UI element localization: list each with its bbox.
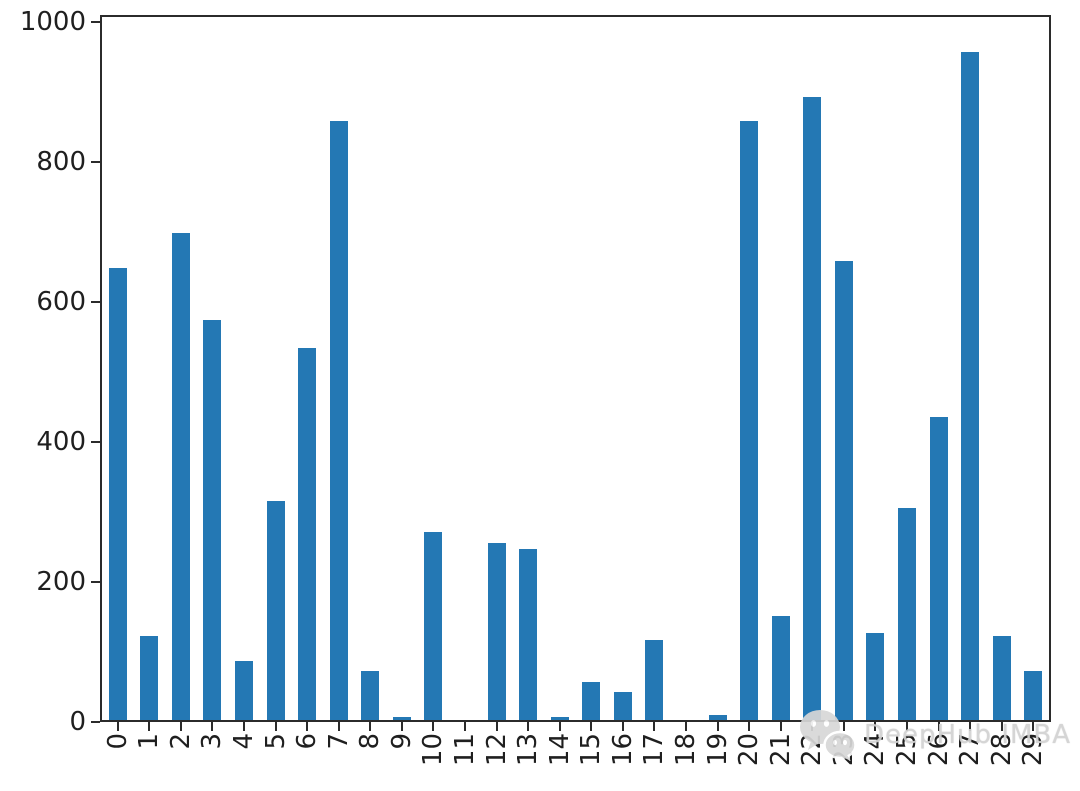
bar-4 (235, 660, 254, 720)
y-tick-mark-1000 (91, 21, 100, 23)
x-tick-mark-5 (274, 722, 277, 731)
bar-19 (708, 715, 727, 720)
bar-29 (1024, 671, 1043, 720)
bar-28 (992, 636, 1011, 720)
x-tick-mark-8 (369, 722, 372, 731)
plot-area (100, 15, 1051, 722)
bar-12 (487, 542, 506, 720)
x-tick-label-12: 12 (481, 733, 512, 767)
bar-21 (771, 615, 790, 720)
bar-2 (171, 232, 190, 720)
x-tick-mark-9 (400, 722, 403, 731)
bar-9 (392, 716, 411, 720)
bar-27 (961, 51, 980, 720)
bar-25 (897, 507, 916, 720)
y-tick-mark-0 (91, 721, 100, 723)
bar-5 (266, 500, 285, 720)
bar-10 (424, 532, 443, 720)
x-tick-mark-15 (590, 722, 593, 731)
y-tick-label-600: 600 (36, 287, 86, 317)
x-tick-label-6: 6 (292, 733, 323, 750)
bar-3 (203, 319, 222, 720)
x-tick-mark-4 (243, 722, 246, 731)
x-tick-mark-13 (527, 722, 530, 731)
bar-7 (329, 121, 348, 720)
x-tick-mark-1 (148, 722, 151, 731)
x-tick-label-1: 1 (134, 733, 165, 750)
x-tick-label-5: 5 (260, 733, 291, 750)
wechat-icon (800, 710, 856, 761)
x-tick-label-2: 2 (165, 733, 196, 750)
bar-16 (613, 692, 632, 720)
x-tick-mark-12 (495, 722, 498, 731)
x-tick-mark-16 (621, 722, 624, 731)
bar-14 (550, 716, 569, 720)
x-tick-label-10: 10 (418, 733, 449, 767)
x-tick-mark-3 (211, 722, 214, 731)
x-tick-mark-10 (432, 722, 435, 731)
bar-24 (866, 633, 885, 720)
x-tick-mark-11 (464, 722, 467, 731)
x-tick-mark-7 (337, 722, 340, 731)
x-tick-label-3: 3 (197, 733, 228, 750)
x-tick-mark-14 (558, 722, 561, 731)
x-tick-label-21: 21 (765, 733, 796, 767)
x-tick-label-7: 7 (323, 733, 354, 750)
bars-layer (102, 17, 1049, 720)
y-tick-label-800: 800 (36, 147, 86, 177)
x-tick-mark-17 (653, 722, 656, 731)
x-tick-label-20: 20 (734, 733, 765, 767)
x-tick-label-13: 13 (513, 733, 544, 767)
x-tick-mark-0 (116, 722, 119, 731)
x-tick-mark-2 (179, 722, 182, 731)
bar-15 (582, 681, 601, 720)
x-tick-label-18: 18 (670, 733, 701, 767)
x-tick-mark-20 (748, 722, 751, 731)
x-tick-mark-6 (306, 722, 309, 731)
y-tick-mark-800 (91, 161, 100, 163)
y-tick-mark-600 (91, 301, 100, 303)
bar-26 (929, 417, 948, 720)
x-tick-label-4: 4 (229, 733, 260, 750)
x-tick-mark-18 (684, 722, 687, 731)
bar-23 (834, 260, 853, 720)
x-tick-label-14: 14 (544, 733, 575, 767)
y-tick-label-400: 400 (36, 427, 86, 457)
x-tick-mark-21 (779, 722, 782, 731)
x-tick-label-0: 0 (102, 733, 133, 750)
bar-6 (298, 347, 317, 720)
bar-20 (740, 121, 759, 720)
y-tick-label-0: 0 (69, 707, 86, 737)
watermark-text: DeepHub IMBA (864, 720, 1072, 750)
x-tick-label-16: 16 (607, 733, 638, 767)
x-tick-label-19: 19 (702, 733, 733, 767)
bar-13 (519, 549, 538, 720)
y-tick-label-200: 200 (36, 567, 86, 597)
y-tick-mark-400 (91, 441, 100, 443)
x-tick-label-9: 9 (386, 733, 417, 750)
watermark: DeepHub IMBA (798, 708, 1071, 762)
x-tick-label-17: 17 (639, 733, 670, 767)
bar-22 (803, 97, 822, 720)
x-tick-label-15: 15 (576, 733, 607, 767)
x-tick-label-8: 8 (355, 733, 386, 750)
bar-8 (361, 671, 380, 720)
y-tick-mark-200 (91, 581, 100, 583)
bar-17 (645, 639, 664, 720)
x-tick-mark-19 (716, 722, 719, 731)
y-tick-label-1000: 1000 (19, 7, 86, 37)
bar-1 (140, 636, 159, 720)
bar-0 (108, 267, 127, 720)
x-tick-label-11: 11 (450, 733, 481, 767)
